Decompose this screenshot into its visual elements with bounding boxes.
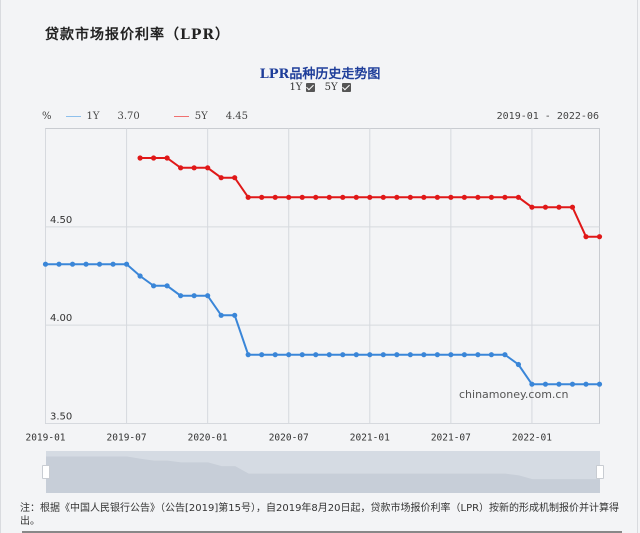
checkbox-checked-icon[interactable] <box>306 83 316 92</box>
slider-start-handle[interactable] <box>42 465 50 479</box>
checkbox-checked-icon[interactable] <box>341 83 351 92</box>
svg-text:2019-01: 2019-01 <box>25 433 65 444</box>
toggle-5y-label: 5Y <box>324 82 338 93</box>
series-toggles: 1Y 5Y <box>0 82 640 93</box>
watermark: chinamoney.com.cn <box>459 388 568 401</box>
toggle-5y[interactable]: 5Y <box>325 82 351 93</box>
page-title: 贷款市场报价利率（LPR） <box>45 27 231 43</box>
unit-label: % <box>42 111 52 122</box>
grid-lines <box>45 128 600 424</box>
svg-text:2021-07: 2021-07 <box>431 433 471 444</box>
svg-text:4.00: 4.00 <box>50 313 72 324</box>
svg-text:4.50: 4.50 <box>50 215 72 226</box>
legend-1y-name[interactable]: 1Y <box>86 111 100 122</box>
footnote: 注：根据《中国人民银行公告》（公告[2019]第15号），自2019年8月20日… <box>20 503 620 527</box>
y-axis-labels: 3.50 4.00 4.50 <box>50 215 72 423</box>
svg-text:3.50: 3.50 <box>50 412 72 423</box>
svg-text:2022-01: 2022-01 <box>512 433 552 444</box>
legend-5y-value: 4.45 <box>225 111 248 122</box>
slider-end-handle[interactable] <box>596 465 604 479</box>
legend-5y-line-icon <box>173 115 189 118</box>
x-axis-labels: 2019-01 2019-07 2020-01 2020-07 2021-01 2021-… <box>25 433 552 444</box>
legend-5y-name[interactable]: 5Y <box>194 111 208 122</box>
toggle-1y[interactable]: 1Y <box>289 82 316 93</box>
legend-1y-line-icon <box>65 115 81 118</box>
svg-text:2019-07: 2019-07 <box>107 433 147 444</box>
chart-legend: % 1Y 3.70 5Y 4.45 <box>42 111 282 122</box>
data-zoom-slider[interactable] <box>42 451 604 493</box>
svg-text:2021-01: 2021-01 <box>350 433 390 444</box>
svg-text:2020-07: 2020-07 <box>269 433 309 444</box>
svg-text:2020-01: 2020-01 <box>188 433 228 444</box>
legend-1y-value: 3.70 <box>117 111 140 122</box>
date-range: 2019-01 - 2022-06 <box>496 111 599 122</box>
toggle-1y-label: 1Y <box>289 82 303 93</box>
slider-preview <box>46 456 600 493</box>
chart-title: LPR品种历史走势图 <box>259 67 381 82</box>
divider <box>22 531 622 533</box>
data-series <box>42 155 603 387</box>
